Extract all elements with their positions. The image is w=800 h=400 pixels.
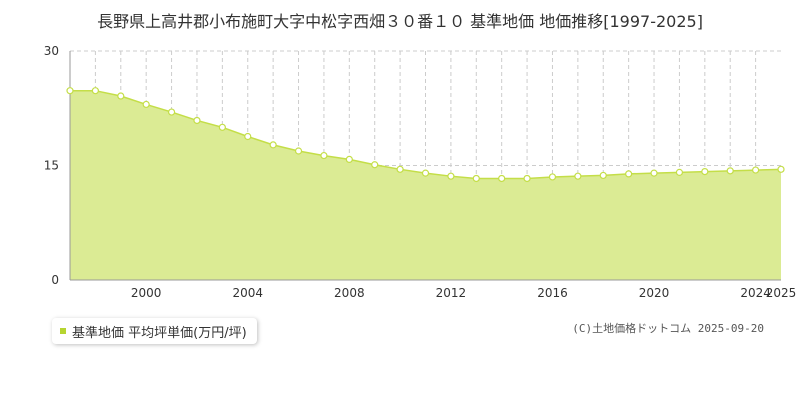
x-tick-label: 2020 — [639, 286, 670, 300]
data-point — [345, 155, 353, 163]
data-point — [421, 169, 430, 177]
data-point — [269, 141, 277, 149]
x-tick-label: 2025 — [766, 286, 797, 300]
series-area — [70, 90, 781, 281]
marker-layer — [66, 87, 785, 183]
legend-marker-icon — [60, 328, 66, 334]
data-point — [523, 174, 531, 183]
data-point — [294, 147, 303, 155]
data-point — [752, 166, 760, 174]
data-point — [447, 172, 455, 180]
x-tick-label: 2000 — [131, 286, 162, 300]
x-tick-label: 2004 — [232, 286, 263, 300]
legend-label: 基準地価 平均坪単価(万円/坪) — [72, 325, 247, 341]
legend: 基準地価 平均坪単価(万円/坪) — [52, 318, 257, 344]
x-tick-label: 2012 — [436, 286, 467, 300]
data-point — [625, 170, 633, 178]
data-point — [777, 165, 785, 173]
data-point — [218, 123, 226, 131]
data-point — [320, 151, 328, 160]
data-point — [650, 169, 658, 177]
data-point — [548, 173, 557, 181]
data-point — [726, 167, 734, 175]
chart-title: 長野県上高井郡小布施町大字中松字西畑３０番１０ 基準地価 地価推移[1997-2… — [97, 12, 703, 31]
data-point — [167, 108, 176, 116]
data-point — [701, 168, 709, 176]
x-tick-label: 2016 — [537, 286, 568, 300]
x-tick-label: 2008 — [334, 286, 365, 300]
data-point — [498, 174, 506, 183]
y-tick-label: 30 — [44, 44, 59, 58]
copyright-text: (C)土地価格ドットコム 2025-09-20 — [572, 322, 764, 335]
data-point — [244, 132, 252, 141]
data-point — [142, 100, 150, 109]
x-tick-label: 2024 — [740, 286, 771, 300]
data-point — [91, 87, 99, 95]
data-point — [574, 172, 582, 180]
data-point — [371, 161, 379, 169]
y-tick-label: 0 — [51, 273, 59, 287]
data-point — [599, 171, 607, 180]
data-point — [117, 92, 125, 100]
area-layer — [70, 89, 782, 281]
data-point — [193, 116, 201, 125]
data-point — [472, 174, 480, 183]
data-point — [66, 87, 74, 95]
y-tick-label: 15 — [44, 159, 59, 173]
data-point — [396, 165, 404, 173]
data-point — [675, 168, 684, 176]
